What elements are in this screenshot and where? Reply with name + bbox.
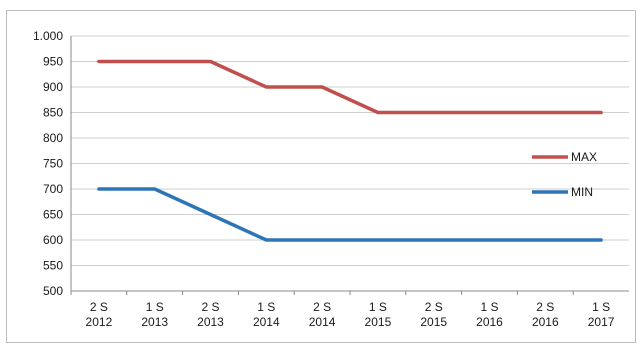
y-tick-label: 700 — [43, 182, 63, 196]
x-axis-tick-labels: 2 S 2012 1 S 2013 2 S 2013 1 S 2014 2 S 2014 1 S 20… — [70, 291, 615, 329]
legend-label-min: MIN — [571, 185, 593, 199]
y-tick-label: 950 — [43, 55, 63, 69]
y-tick-label: 550 — [43, 259, 63, 273]
x-tick-label: 1 S 2016 — [476, 300, 503, 329]
y-tick-label: 750 — [43, 157, 63, 171]
x-tick-label: 2 S 2012 — [86, 300, 113, 329]
series-line-max — [97, 59, 603, 115]
y-tick-label: 800 — [43, 131, 63, 145]
y-tick-label: 500 — [43, 284, 63, 298]
y-tick-label: 900 — [43, 80, 63, 94]
x-tick-label: 1 S 2014 — [253, 300, 280, 329]
y-axis-tick-labels: 500 550 600 650 700 750 800 850 900 950 1.000 — [33, 29, 63, 298]
x-tick-label: 2 S 2013 — [197, 300, 224, 329]
series-lines — [97, 59, 603, 242]
x-tick-label: 2 S 2015 — [420, 300, 447, 329]
y-tick-label: 1.000 — [33, 29, 63, 43]
legend: MAX MIN — [532, 150, 597, 199]
y-tick-label: 650 — [43, 208, 63, 222]
legend-label-max: MAX — [571, 150, 597, 164]
y-tick-label: 850 — [43, 106, 63, 120]
x-tick-label: 1 S 2017 — [588, 300, 615, 329]
x-tick-label: 1 S 2013 — [141, 300, 168, 329]
grid-lines — [70, 35, 629, 292]
x-tick-label: 2 S 2016 — [532, 300, 559, 329]
y-tick-label: 600 — [43, 233, 63, 247]
x-tick-label: 2 S 2014 — [309, 300, 336, 329]
series-line-min — [97, 187, 603, 242]
x-tick-label: 1 S 2015 — [365, 300, 392, 329]
